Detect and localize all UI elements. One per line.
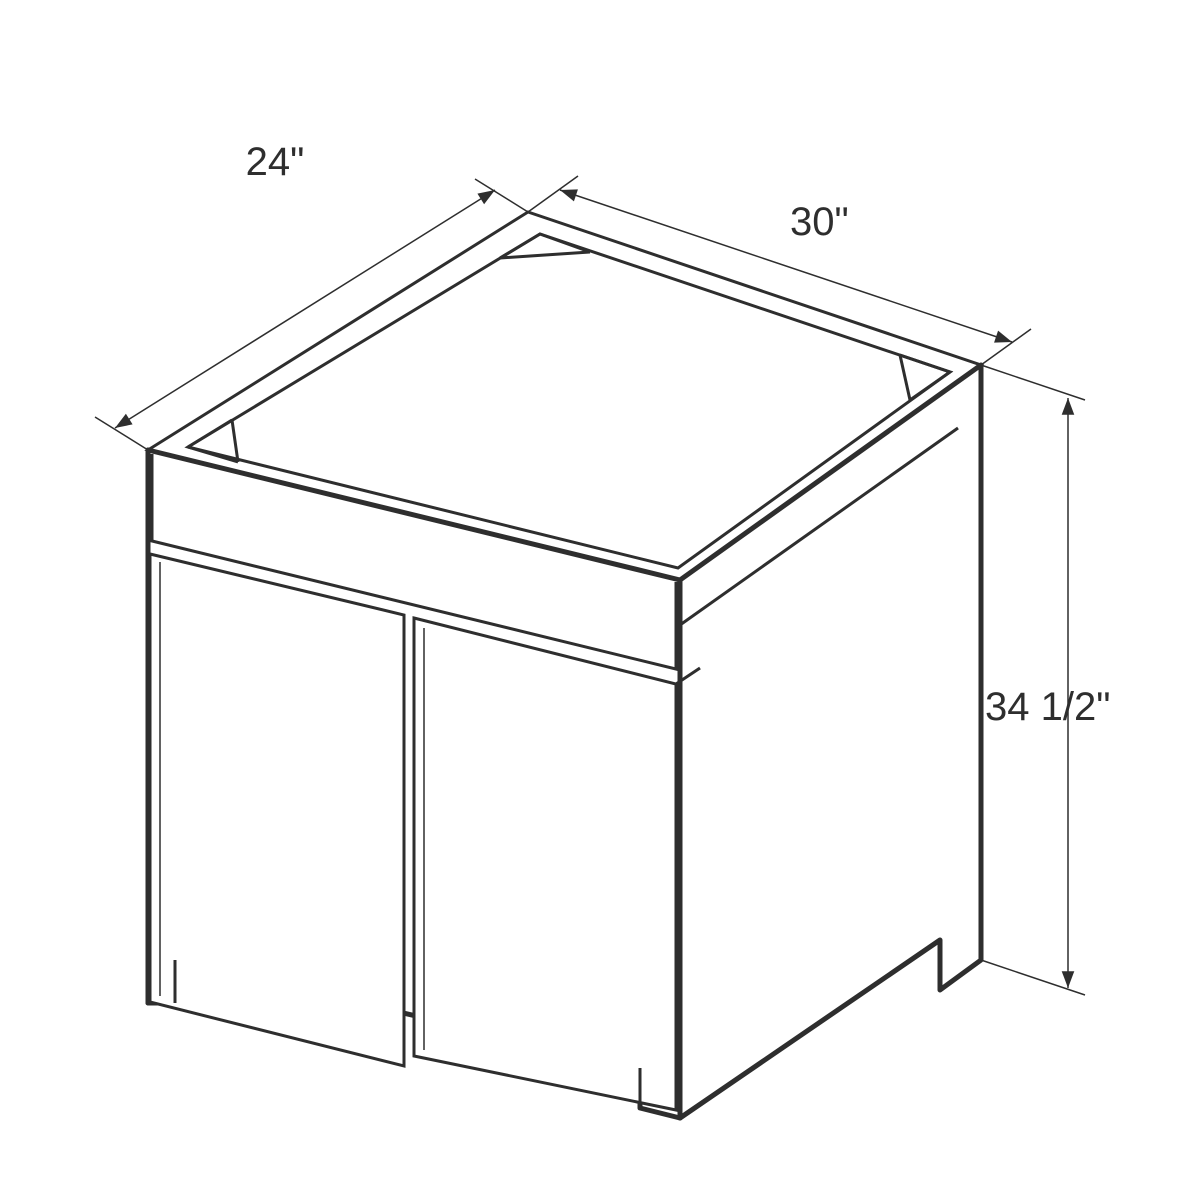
left-door [150,554,404,1066]
cabinet-drawing: 24" 30" 34 1/2" [0,0,1200,1200]
height-label: 34 1/2" [985,685,1110,729]
depth-label: 24" [246,140,305,184]
dimension-height [981,365,1085,995]
right-door [414,618,700,1110]
width-label: 30" [790,200,849,244]
